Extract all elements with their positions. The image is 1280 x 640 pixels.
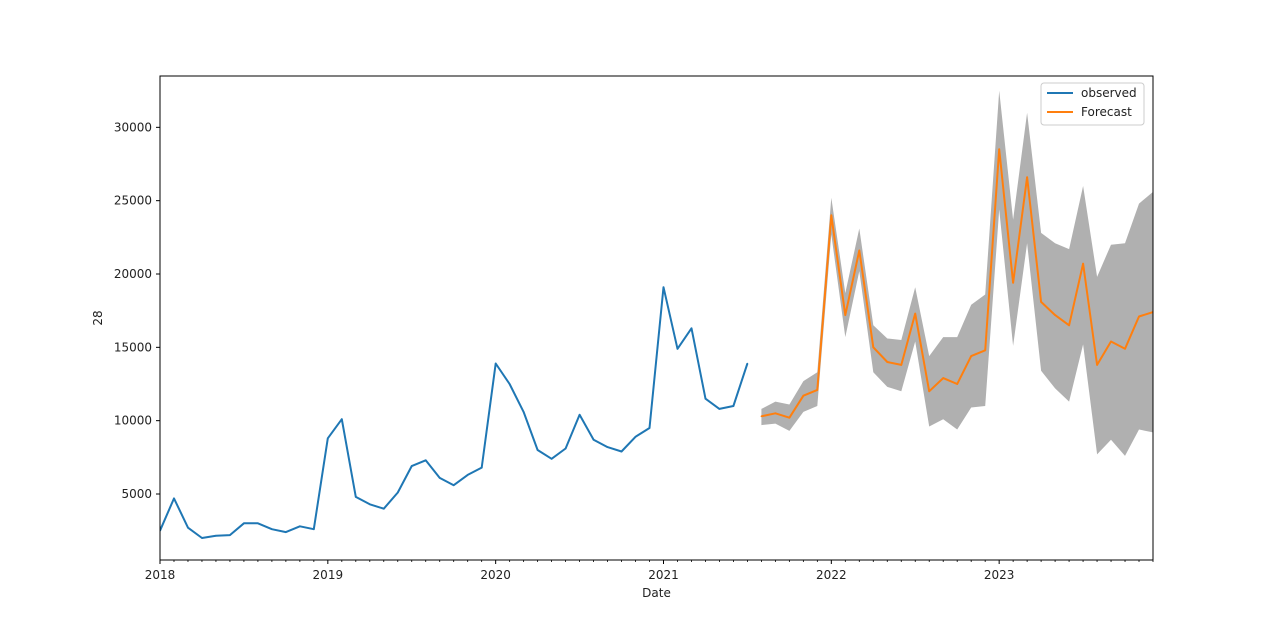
data-point-observed — [285, 531, 287, 533]
data-point-forecast — [1068, 324, 1070, 327]
data-point-observed — [215, 535, 217, 537]
data-point-forecast — [1124, 348, 1126, 350]
data-point-forecast — [998, 148, 1000, 151]
data-point-forecast — [1110, 340, 1112, 343]
axis-tick-layer: 5000 10000 15000 20000 25000 30000 2018 2019 202… — [114, 120, 1154, 582]
data-point-forecast — [900, 364, 903, 366]
data-point-forecast — [956, 383, 958, 385]
data-point-forecast — [830, 214, 833, 217]
plot-frame — [159, 75, 1154, 561]
data-point-observed — [550, 458, 553, 460]
data-point-observed — [327, 437, 329, 440]
data-point-observed — [243, 522, 245, 525]
y-axis-label: 28 — [91, 310, 105, 325]
x-tick-label: 2022 — [816, 568, 847, 582]
x-tick-label: 2019 — [313, 568, 344, 582]
data-point-observed — [299, 525, 301, 528]
data-point-forecast — [914, 312, 916, 315]
data-point-observed — [397, 491, 399, 494]
data-point-forecast — [1082, 262, 1084, 265]
data-point-forecast — [984, 349, 986, 352]
data-point-forecast — [788, 416, 791, 419]
y-tick-label: 15000 — [114, 340, 152, 354]
data-point-observed — [536, 449, 539, 451]
data-point-observed — [732, 405, 735, 407]
data-point-observed — [424, 459, 427, 462]
data-point-observed — [173, 497, 175, 500]
data-point-forecast — [774, 412, 777, 415]
data-point-observed — [746, 362, 749, 365]
data-point-forecast — [1012, 282, 1014, 284]
data-point-observed — [271, 528, 273, 530]
data-point-observed — [201, 537, 203, 539]
data-point-observed — [466, 474, 469, 476]
data-point-observed — [522, 411, 525, 413]
data-point-observed — [718, 408, 721, 410]
data-point-observed — [592, 438, 595, 441]
data-point-forecast — [802, 394, 805, 397]
data-point-observed — [634, 436, 637, 438]
x-tick-label: 2020 — [480, 568, 511, 582]
data-point-observed — [410, 465, 413, 467]
confidence-band-forecast — [761, 90, 1153, 456]
data-point-observed — [229, 534, 231, 536]
data-point-observed — [452, 484, 455, 487]
y-tick-label: 20000 — [114, 267, 152, 281]
legend-label-observed: observed — [1081, 86, 1137, 100]
data-point-forecast — [816, 389, 819, 391]
data-point-observed — [313, 528, 315, 530]
data-point-forecast — [1040, 301, 1042, 303]
data-point-observed — [494, 362, 497, 365]
x-tick-label: 2021 — [648, 568, 679, 582]
data-point-forecast — [1054, 314, 1056, 316]
data-point-observed — [648, 427, 651, 429]
data-point-observed — [355, 496, 357, 498]
data-point-forecast — [928, 390, 930, 393]
data-point-observed — [369, 503, 371, 506]
data-point-forecast — [760, 415, 763, 418]
data-point-forecast — [858, 249, 861, 252]
data-point-observed — [690, 327, 693, 330]
y-tick-label: 25000 — [114, 194, 152, 208]
data-point-observed — [578, 414, 581, 416]
confidence-band-layer — [761, 90, 1153, 456]
series-line-layer — [160, 148, 1153, 539]
x-tick-label: 2018 — [145, 568, 176, 582]
data-point-forecast — [1138, 315, 1140, 318]
data-point-forecast — [1096, 364, 1098, 366]
data-point-observed — [662, 286, 665, 289]
data-point-observed — [676, 348, 679, 350]
data-point-observed — [480, 466, 483, 469]
data-point-observed — [438, 477, 441, 479]
data-point-observed — [187, 526, 189, 529]
data-point-forecast — [872, 346, 875, 349]
series-line-observed — [160, 286, 749, 539]
data-point-observed — [257, 522, 259, 525]
data-point-forecast — [970, 355, 972, 357]
y-tick-label: 30000 — [114, 120, 152, 134]
data-point-observed — [383, 507, 385, 510]
legend: observed Forecast — [1040, 82, 1145, 126]
y-tick-label: 10000 — [114, 414, 152, 428]
data-point-observed — [341, 418, 343, 421]
data-point-observed — [508, 383, 511, 385]
data-point-forecast — [1026, 176, 1028, 178]
data-point-observed — [606, 446, 609, 448]
x-tick-label: 2023 — [984, 568, 1015, 582]
data-point-observed — [564, 447, 567, 450]
y-tick-label: 5000 — [121, 487, 152, 501]
data-point-observed — [704, 397, 707, 400]
data-point-forecast — [844, 314, 847, 316]
legend-label-forecast: Forecast — [1081, 105, 1132, 119]
data-point-forecast — [886, 361, 889, 363]
x-axis-label: Date — [642, 586, 671, 600]
data-point-observed — [620, 450, 623, 453]
data-point-forecast — [942, 377, 944, 379]
